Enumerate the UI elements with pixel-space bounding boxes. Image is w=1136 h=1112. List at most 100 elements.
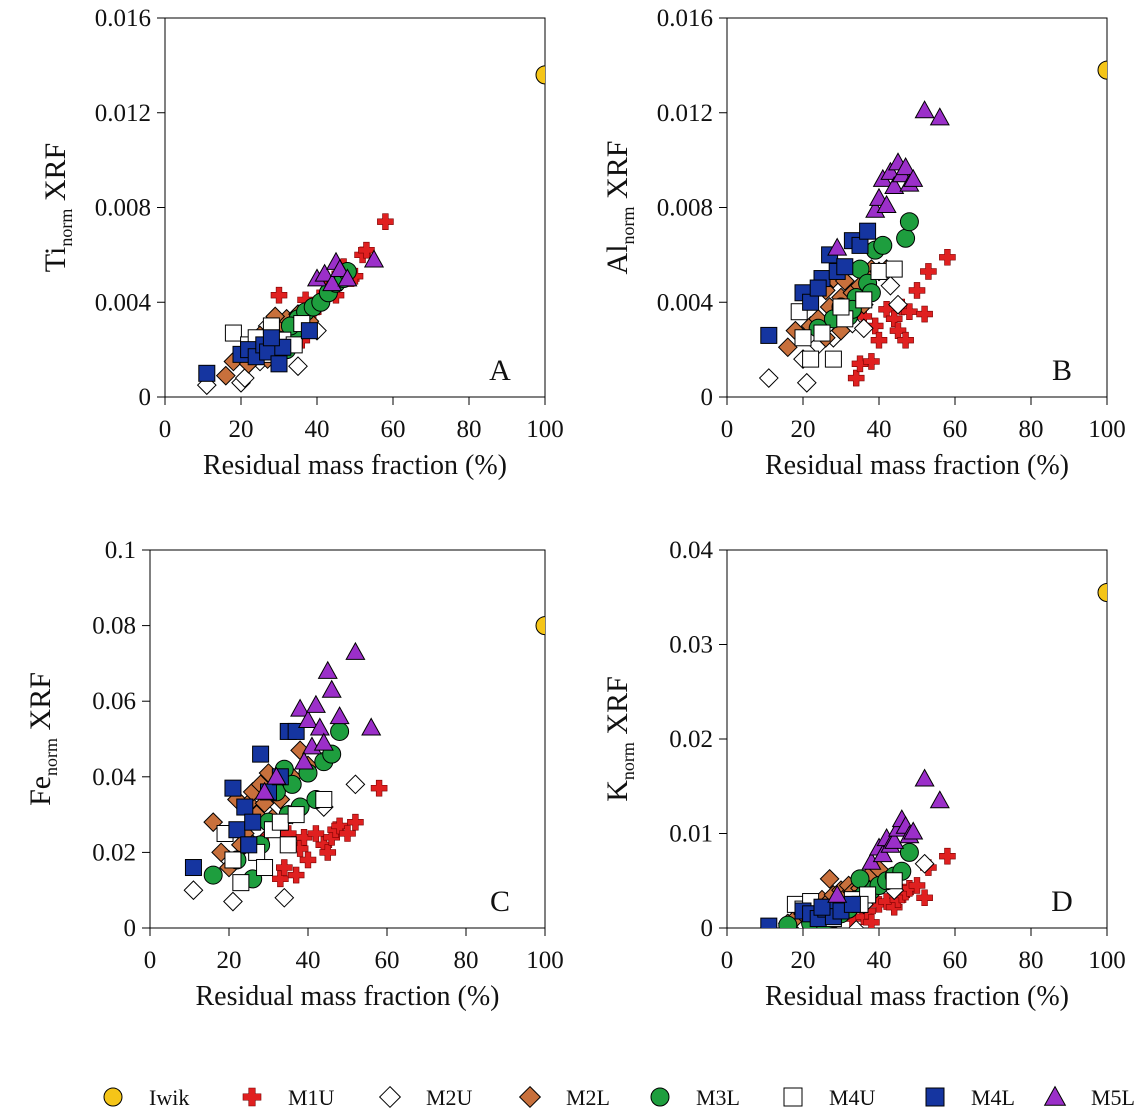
point-m5l bbox=[266, 766, 287, 785]
point-m4u bbox=[232, 874, 250, 892]
point-m4u bbox=[794, 329, 812, 347]
point-iwik bbox=[535, 616, 545, 636]
plot-frame bbox=[149, 549, 546, 929]
point-m5l bbox=[363, 249, 385, 268]
point-m4u bbox=[832, 298, 850, 316]
point-m4u bbox=[271, 813, 289, 831]
y-tick-label: 0 bbox=[124, 915, 137, 942]
point-m2u bbox=[345, 774, 366, 795]
x-tick-label: 40 bbox=[867, 416, 892, 443]
point-m1u bbox=[370, 779, 388, 797]
x-axis-label: Residual mass fraction (%) bbox=[195, 981, 499, 1012]
point-m3l bbox=[899, 842, 919, 862]
point-m1u bbox=[847, 369, 865, 387]
x-tick-label: 100 bbox=[526, 947, 564, 974]
point-m3l bbox=[203, 865, 223, 885]
point-m5l bbox=[329, 258, 350, 277]
point-m1u bbox=[939, 248, 956, 266]
y-tick-label: 0.004 bbox=[657, 289, 714, 316]
legend-marker-m5l bbox=[1043, 1085, 1067, 1106]
legend-label: M4U bbox=[829, 1085, 876, 1110]
point-m1u bbox=[897, 331, 914, 349]
point-m4l bbox=[240, 836, 258, 854]
point-m5l bbox=[314, 263, 335, 282]
x-tick-label: 100 bbox=[1088, 416, 1126, 443]
point-m5l bbox=[827, 884, 848, 903]
y-tick-label: 0.008 bbox=[657, 195, 713, 222]
point-m1u bbox=[295, 828, 313, 846]
legend-label: M2U bbox=[426, 1085, 473, 1110]
point-m2l bbox=[203, 812, 224, 833]
point-m2u bbox=[183, 880, 204, 901]
point-m4u bbox=[885, 260, 903, 278]
point-m4l bbox=[851, 236, 869, 254]
x-tick-label: 20 bbox=[229, 416, 254, 443]
point-m5l bbox=[827, 237, 848, 256]
point-m5l bbox=[884, 830, 905, 849]
point-m1u bbox=[916, 889, 933, 907]
chart-panel-d: 0 0.01 0.02 0.03 0.04 0 20 40 60 80 100 Residual ma… bbox=[601, 537, 1126, 1012]
point-m4u bbox=[315, 790, 333, 808]
point-m2u bbox=[234, 368, 255, 388]
point-m4l bbox=[224, 779, 242, 797]
point-m5l bbox=[329, 706, 350, 725]
panel-label: A bbox=[489, 354, 511, 387]
x-tick-label: 60 bbox=[381, 416, 406, 443]
point-iwik bbox=[535, 65, 545, 85]
y-tick-label: 0 bbox=[701, 384, 714, 411]
point-m4l bbox=[843, 895, 861, 913]
point-m4l bbox=[244, 813, 262, 831]
x-axis-label: Residual mass fraction (%) bbox=[203, 450, 507, 481]
point-m1u bbox=[377, 213, 394, 231]
y-axis-label: Fenorm XRF bbox=[24, 672, 61, 806]
y-tick-label: 0 bbox=[139, 384, 152, 411]
point-m4u bbox=[855, 291, 873, 309]
legend-item-iwik: Iwik bbox=[103, 1085, 189, 1110]
point-m3l bbox=[850, 869, 870, 889]
point-m5l bbox=[322, 273, 343, 292]
point-m5l bbox=[345, 641, 366, 660]
x-tick-label: 40 bbox=[305, 416, 330, 443]
point-m5l bbox=[337, 268, 358, 287]
y-tick-label: 0 bbox=[701, 915, 714, 942]
point-m1u bbox=[939, 847, 956, 865]
point-m2u bbox=[758, 368, 779, 388]
point-m5l bbox=[254, 781, 275, 800]
y-tick-label: 0.008 bbox=[95, 195, 151, 222]
legend-marker-m3l bbox=[650, 1087, 670, 1107]
point-m2u bbox=[796, 372, 817, 393]
point-m5l bbox=[872, 844, 893, 863]
legend-item-m1u: M1U bbox=[242, 1085, 335, 1110]
point-m1u bbox=[299, 851, 317, 869]
point-m5l bbox=[305, 694, 326, 713]
legend-label: M4L bbox=[971, 1085, 1015, 1110]
point-m1u bbox=[347, 813, 364, 831]
y-axis-label: Alnorm XRF bbox=[601, 141, 638, 275]
data-points bbox=[196, 65, 545, 396]
point-m4l bbox=[236, 798, 254, 816]
point-m1u bbox=[863, 353, 880, 370]
point-m2l bbox=[215, 365, 236, 386]
point-m5l bbox=[914, 768, 935, 787]
panel-label: D bbox=[1051, 885, 1073, 918]
point-m4l bbox=[760, 326, 778, 344]
point-m3l bbox=[899, 212, 919, 232]
legend-label: M5L bbox=[1091, 1085, 1135, 1110]
x-tick-label: 40 bbox=[296, 947, 321, 974]
point-m1u bbox=[275, 859, 293, 876]
point-m4l bbox=[836, 258, 854, 276]
point-m5l bbox=[929, 107, 950, 126]
point-m4l bbox=[802, 293, 820, 311]
y-tick-label: 0.012 bbox=[95, 100, 151, 127]
point-m5l bbox=[309, 717, 330, 736]
x-tick-label: 80 bbox=[457, 416, 482, 443]
point-m4u bbox=[287, 806, 305, 824]
point-m4u bbox=[802, 350, 820, 368]
legend-item-m3l: M3L bbox=[650, 1085, 740, 1110]
point-m4l bbox=[859, 222, 877, 240]
y-tick-label: 0.004 bbox=[95, 289, 152, 316]
point-m4l bbox=[270, 355, 288, 373]
point-m4u bbox=[256, 859, 274, 877]
point-m5l bbox=[313, 732, 334, 751]
